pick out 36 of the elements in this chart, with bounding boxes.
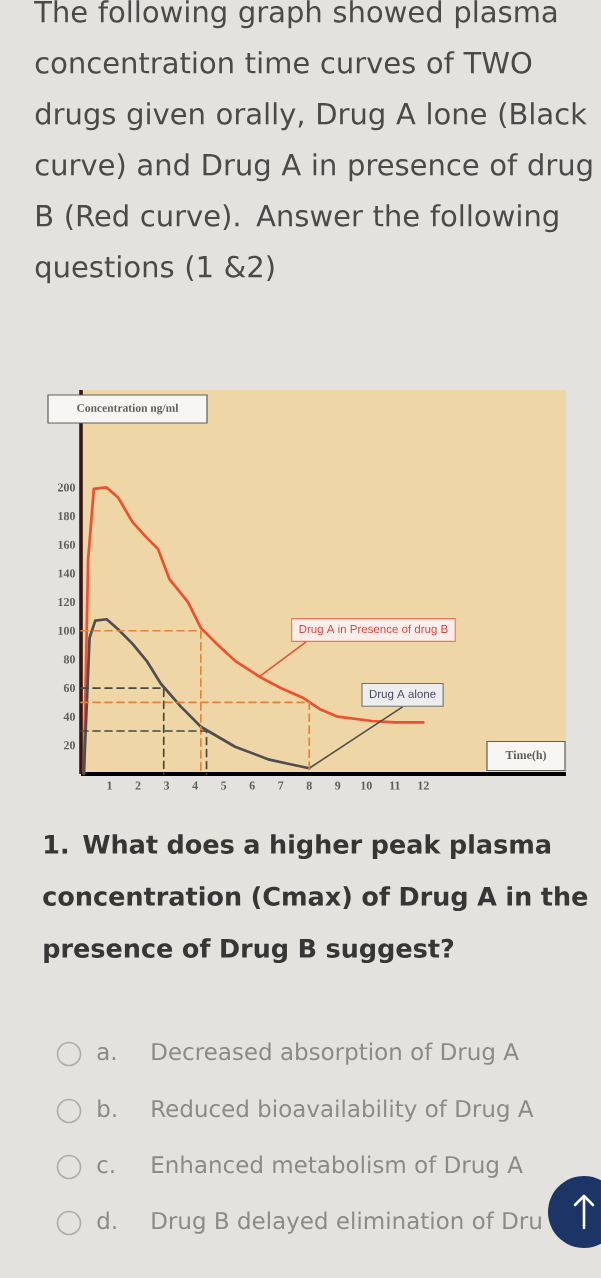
text: Drug A in Presence of drug B	[299, 624, 448, 636]
text: 1. What does a higher peak plasma concentration (Cmax) of Drug A in the presence of Drug B suggest?	[43, 834, 588, 964]
text: d.	[97, 1211, 116, 1230]
y-tick-label: 200	[57, 483, 75, 492]
text: Drug B delayed elimination of Dru	[152, 1211, 541, 1234]
x-tick-label: 11	[390, 781, 400, 790]
text: b.	[98, 1099, 116, 1118]
y-tick-label: 180	[58, 512, 75, 521]
x-tick-label: 9	[335, 781, 341, 790]
x-tick-label: 4	[192, 781, 198, 790]
x-tick-label: 6	[249, 781, 255, 790]
y-tick-label: 40	[63, 712, 75, 721]
text: Reduced bioavailability of Drug A	[152, 1099, 534, 1122]
chart-title: The following graph showed plasma concentration time curves of TWO drugs given orally, Drug A lone (Black curve) and Drug A in presence of drug B (Red curve). Answer the following questions (1 &2)	[34, 0, 592, 284]
x-tick-label: 5	[221, 781, 227, 790]
x-tick-label: 10	[361, 781, 372, 790]
y-tick-label: 140	[58, 569, 75, 578]
y-tick-label: 20	[63, 741, 75, 750]
text: Decreased absorption of Drug A	[152, 1042, 519, 1065]
y-tick-label: 120	[58, 598, 75, 607]
text: c.	[97, 1160, 114, 1174]
text: Enhanced metabolism of Drug A	[152, 1155, 523, 1178]
x-tick-label: 12	[418, 781, 429, 790]
y-tick-label: 160	[58, 540, 75, 549]
y-tick-label: 60	[63, 683, 75, 693]
x-tick-label: 1	[107, 781, 112, 790]
y-tick-label: 80	[63, 655, 75, 664]
x-tick-label: 2	[135, 781, 141, 790]
text: Drug A alone	[369, 689, 436, 701]
y-axis-title: Concentration ng/ml	[77, 403, 179, 415]
x-axis-title: Time(h)	[505, 750, 547, 762]
x-tick-label: 7	[278, 781, 284, 790]
text: a.	[97, 1047, 116, 1061]
x-tick-label: 8	[306, 781, 312, 790]
x-tick-label: 3	[164, 781, 170, 790]
y-tick-label: 100	[58, 626, 75, 635]
